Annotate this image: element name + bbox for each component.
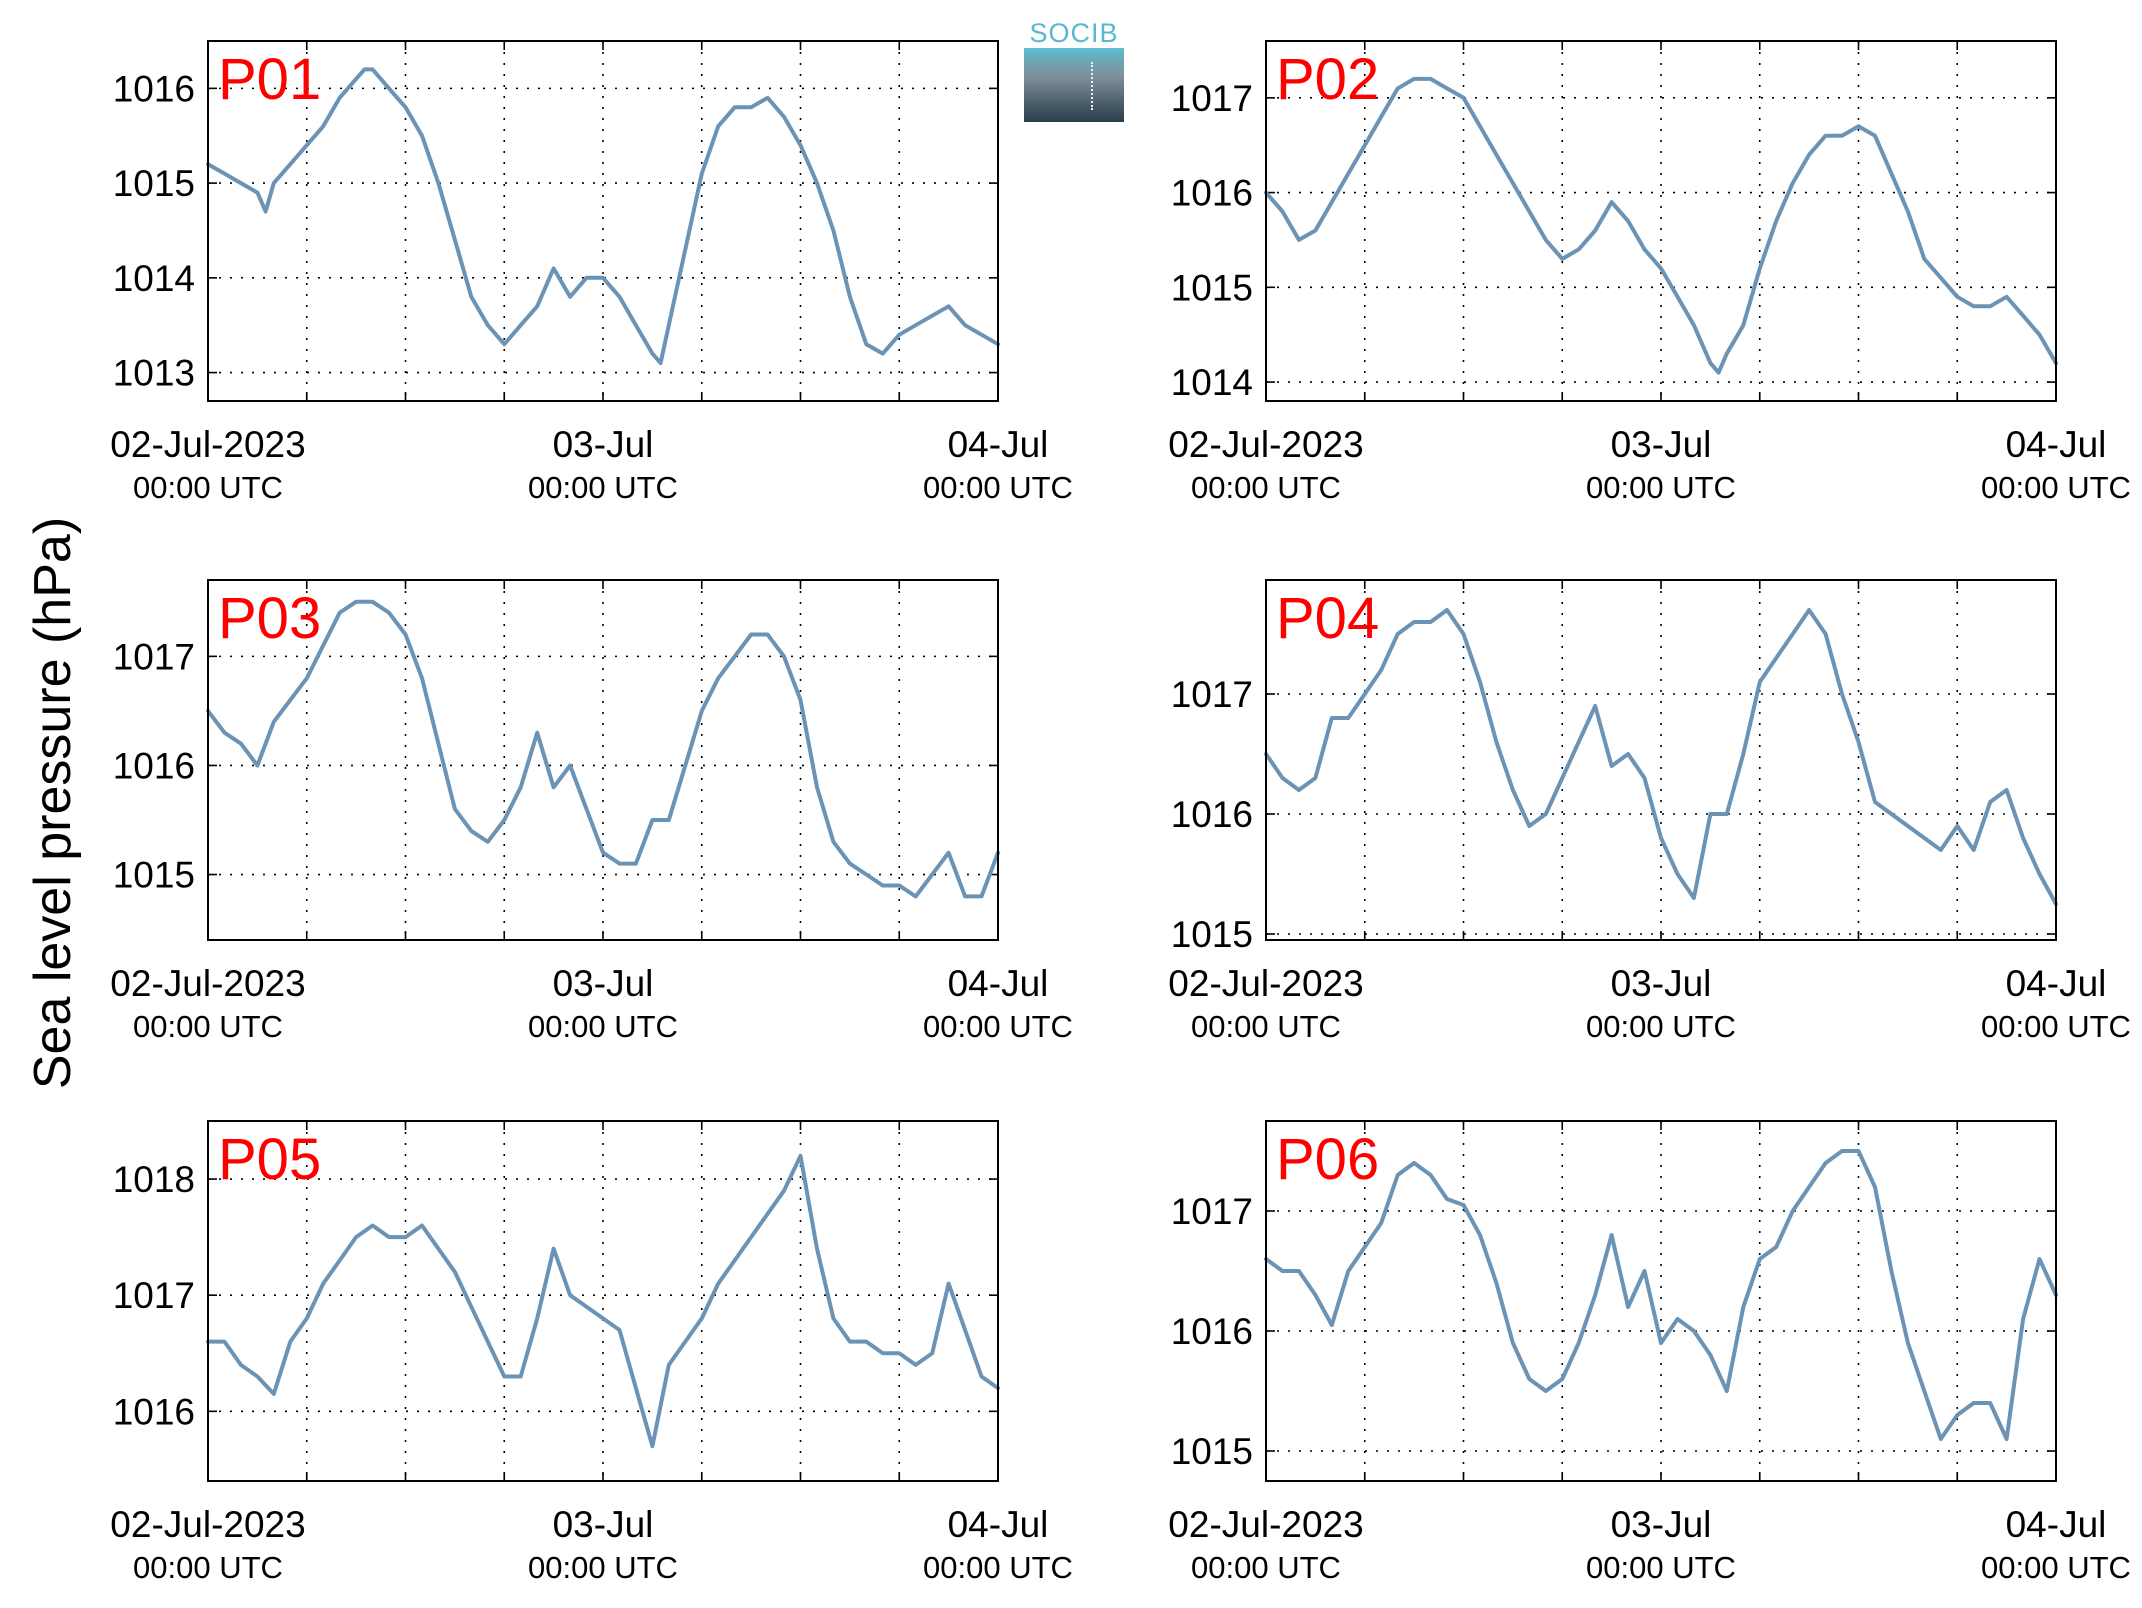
panel-label: P06 [1276, 1127, 1379, 1192]
y-tick-label: 1015 [1171, 267, 1253, 308]
y-tick-label: 1016 [113, 1391, 195, 1432]
x-tick-label-date: 04-Jul [2006, 424, 2107, 465]
x-tick-label-date: 02-Jul-2023 [1168, 424, 1363, 465]
y-tick-label: 1014 [1171, 362, 1253, 403]
x-tick-label-time: 00:00 UTC [923, 1550, 1073, 1585]
axes-frame [207, 40, 999, 402]
x-tick-label-time: 00:00 UTC [923, 470, 1073, 505]
x-tick-label-date: 04-Jul [948, 1504, 1049, 1545]
series-line [1264, 608, 2058, 906]
x-tick-label-date: 03-Jul [553, 1504, 654, 1545]
y-axis-label: Sea level pressure (hPa) [24, 517, 82, 1089]
axes-frame [1265, 40, 2057, 402]
x-tick-label-date: 04-Jul [948, 963, 1049, 1004]
y-tick-label: 1017 [1171, 1191, 1253, 1232]
x-tick-label-date: 03-Jul [1611, 424, 1712, 465]
y-tick-label: 1015 [113, 855, 195, 896]
x-tick-label-date: 02-Jul-2023 [110, 963, 305, 1004]
y-tick-label: 1015 [1171, 1431, 1253, 1472]
chart-panel-p06: 1015 1016 1017 02-Jul-2023 00:00 UTC 03-Jul 00… [1168, 1120, 2131, 1585]
y-tick-label: 1017 [113, 1275, 195, 1316]
axes-frame [1265, 579, 2057, 941]
axes-frame [1265, 1120, 2057, 1482]
series-line [1264, 1149, 2058, 1441]
series-line [1264, 76, 2058, 375]
x-tick-label-time: 00:00 UTC [1981, 1009, 2131, 1044]
x-tick-label-time: 00:00 UTC [528, 1009, 678, 1044]
y-tick-label: 1016 [1171, 173, 1253, 214]
x-tick-label-time: 00:00 UTC [1586, 470, 1736, 505]
x-tick-label-date: 03-Jul [1611, 1504, 1712, 1545]
x-tick-label-time: 00:00 UTC [1981, 1550, 2131, 1585]
y-tick-label: 1016 [1171, 794, 1253, 835]
series-line [206, 599, 1000, 899]
axes-frame [207, 579, 999, 941]
chart-panel-p03: 1015 1016 1017 02-Jul-2023 00:00 UTC 03-Jul 00… [110, 579, 1073, 1044]
series-line [206, 1153, 1000, 1449]
y-tick-label: 1014 [113, 258, 195, 299]
y-tick-label: 1017 [113, 636, 195, 677]
x-tick-label-date: 03-Jul [553, 963, 654, 1004]
x-tick-label-date: 04-Jul [948, 424, 1049, 465]
y-tick-label: 1016 [113, 745, 195, 786]
chart-panel-p02: 1014 1015 1016 1017 02-Jul-2023 00:00 UTC 03-J… [1168, 40, 2131, 505]
y-tick-label: 1016 [113, 68, 195, 109]
x-tick-label-date: 02-Jul-2023 [1168, 963, 1363, 1004]
y-tick-label: 1017 [1171, 674, 1253, 715]
chart-panel-p04: 1015 1016 1017 02-Jul-2023 00:00 UTC 03-Jul 00… [1168, 579, 2131, 1044]
panel-label: P01 [218, 47, 321, 112]
x-tick-label-time: 00:00 UTC [1191, 1550, 1341, 1585]
panel-label: P04 [1276, 586, 1379, 651]
x-tick-label-time: 00:00 UTC [1586, 1550, 1736, 1585]
socib-logo: SOCIB [1024, 18, 1124, 122]
x-tick-label-date: 04-Jul [2006, 963, 2107, 1004]
panel-label: P05 [218, 1127, 321, 1192]
x-tick-label-date: 03-Jul [1611, 963, 1712, 1004]
x-tick-label-time: 00:00 UTC [1586, 1009, 1736, 1044]
x-tick-label-date: 04-Jul [2006, 1504, 2107, 1545]
y-tick-label: 1015 [113, 163, 195, 204]
y-tick-label: 1017 [1171, 78, 1253, 119]
x-tick-label-time: 00:00 UTC [923, 1009, 1073, 1044]
x-tick-label-time: 00:00 UTC [133, 1009, 283, 1044]
x-tick-label-time: 00:00 UTC [1191, 470, 1341, 505]
x-tick-label-date: 02-Jul-2023 [1168, 1504, 1363, 1545]
y-tick-label: 1013 [113, 353, 195, 394]
socib-logo-text: SOCIB [1029, 18, 1119, 48]
socib-logo-graphic [1024, 48, 1124, 122]
x-tick-label-date: 03-Jul [553, 424, 654, 465]
series-line [206, 67, 1000, 366]
x-tick-label-date: 02-Jul-2023 [110, 424, 305, 465]
chart-panel-p01: 1013 1014 1015 1016 02-Jul-2023 00:00 UTC 03-J… [110, 40, 1073, 505]
x-tick-label-time: 00:00 UTC [528, 1550, 678, 1585]
y-tick-label: 1015 [1171, 914, 1253, 955]
x-tick-label-date: 02-Jul-2023 [110, 1504, 305, 1545]
x-tick-label-time: 00:00 UTC [133, 470, 283, 505]
y-tick-label: 1018 [113, 1159, 195, 1200]
y-tick-label: 1016 [1171, 1311, 1253, 1352]
x-tick-label-time: 00:00 UTC [133, 1550, 283, 1585]
panel-label: P03 [218, 586, 321, 651]
axes-frame [207, 1120, 999, 1482]
x-tick-label-time: 00:00 UTC [1191, 1009, 1341, 1044]
panel-label: P02 [1276, 47, 1379, 112]
x-tick-label-time: 00:00 UTC [1981, 470, 2131, 505]
panels-group: 1013 1014 1015 1016 02-Jul-2023 00:00 UTC 03-J… [110, 40, 2131, 1585]
x-tick-label-time: 00:00 UTC [528, 470, 678, 505]
chart-panel-p05: 1016 1017 1018 02-Jul-2023 00:00 UTC 03-Jul 00… [110, 1120, 1073, 1585]
